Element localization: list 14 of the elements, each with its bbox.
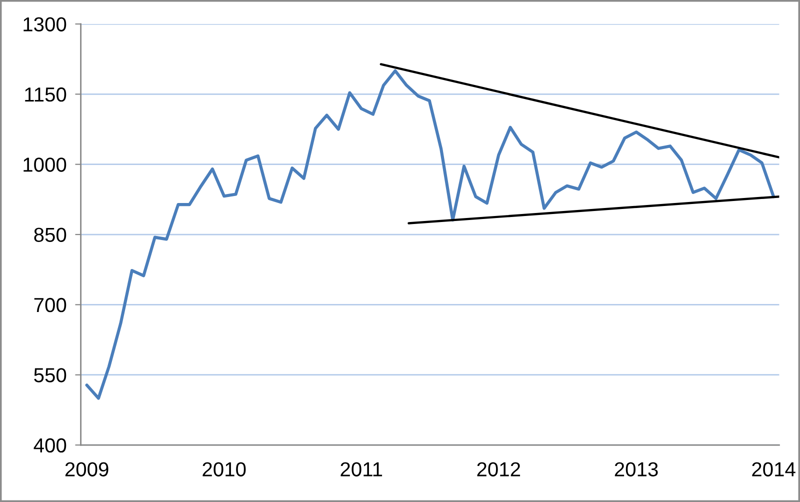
y-tick-label: 1300 — [24, 17, 66, 32]
y-tick-label: 550 — [34, 368, 66, 382]
y-tick-label: 850 — [34, 228, 66, 242]
x-tick-label: 2011 — [340, 462, 382, 476]
y-tick-label: 400 — [34, 438, 66, 453]
y-tick-label: 1000 — [24, 158, 66, 172]
x-tick-label: 2010 — [202, 462, 246, 476]
x-tick-label: 2014 — [752, 462, 796, 476]
x-tick-label: 2013 — [614, 462, 658, 476]
y-tick-label: 1150 — [25, 87, 66, 102]
x-tick-label: 2009 — [65, 462, 108, 476]
line-series — [85, 69, 776, 400]
y-tick-label: 700 — [34, 298, 66, 312]
x-tick-label: 2012 — [477, 462, 520, 476]
